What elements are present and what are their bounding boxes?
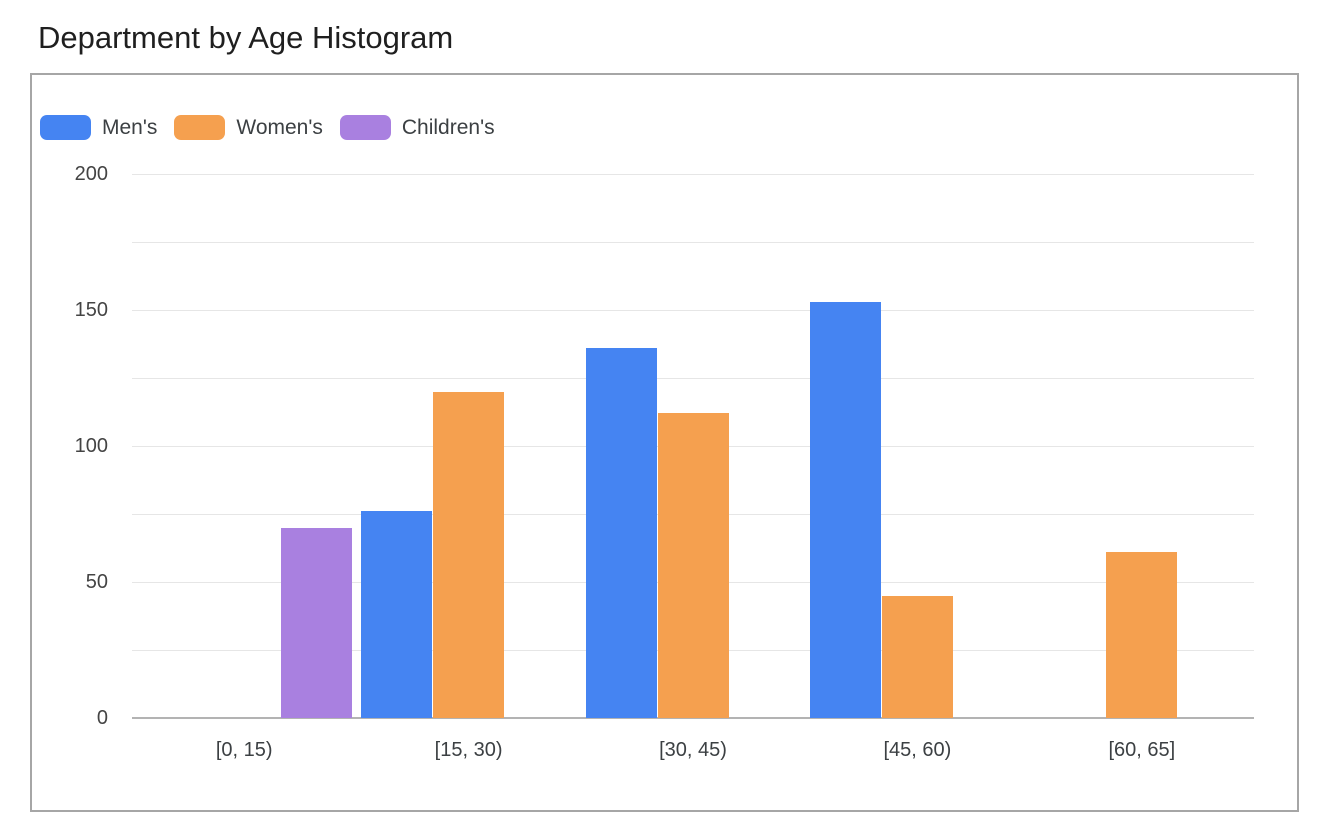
bar-womens-4[interactable]: [1106, 552, 1178, 718]
gridline-150: [132, 310, 1254, 311]
y-tick-label-150: 150: [74, 299, 108, 321]
legend-swatch-icon: [339, 115, 391, 140]
bar-mens-1[interactable]: [361, 511, 433, 718]
legend-swatch-icon: [174, 115, 226, 140]
legend-item-womens[interactable]: Women's: [174, 115, 323, 140]
bar-womens-1[interactable]: [433, 391, 505, 718]
legend-item-childrens[interactable]: Children's: [339, 115, 495, 140]
bar-childrens-0[interactable]: [280, 527, 352, 718]
y-tick-label-0: 0: [96, 707, 108, 729]
bar-womens-2[interactable]: [657, 413, 729, 718]
legend-item-mens[interactable]: Men's: [40, 115, 157, 140]
legend-swatch-icon: [40, 115, 91, 140]
x-tick-label-3: [45, 60): [883, 739, 952, 761]
y-tick-label-100: 100: [74, 435, 108, 457]
y-tick-label-50: 50: [85, 571, 108, 593]
x-axis-baseline: [132, 717, 1254, 719]
gridline-175: [132, 242, 1254, 243]
bar-mens-2[interactable]: [585, 348, 657, 718]
x-tick-label-0: [0, 15): [215, 739, 273, 761]
gridline-200: [132, 174, 1254, 175]
legend-label: Women's: [236, 115, 323, 139]
legend-label: Children's: [401, 115, 495, 139]
x-tick-label-1: [15, 30): [434, 739, 503, 761]
x-tick-label-4: [60, 65]: [1108, 739, 1176, 761]
legend-label: Men's: [102, 115, 158, 139]
gridline-125: [132, 378, 1254, 379]
bar-womens-3[interactable]: [881, 595, 953, 718]
y-tick-label-200: 200: [74, 163, 108, 185]
chart-title: Department by Age Histogram: [38, 20, 454, 55]
chart-legend: Men's Women's Children's: [40, 115, 495, 140]
chart-card: Men's Women's Children's 0 50 100 150 200 [0, 1…: [30, 73, 1299, 812]
x-tick-label-2: [30, 45): [659, 739, 727, 761]
bar-mens-3[interactable]: [809, 301, 881, 718]
